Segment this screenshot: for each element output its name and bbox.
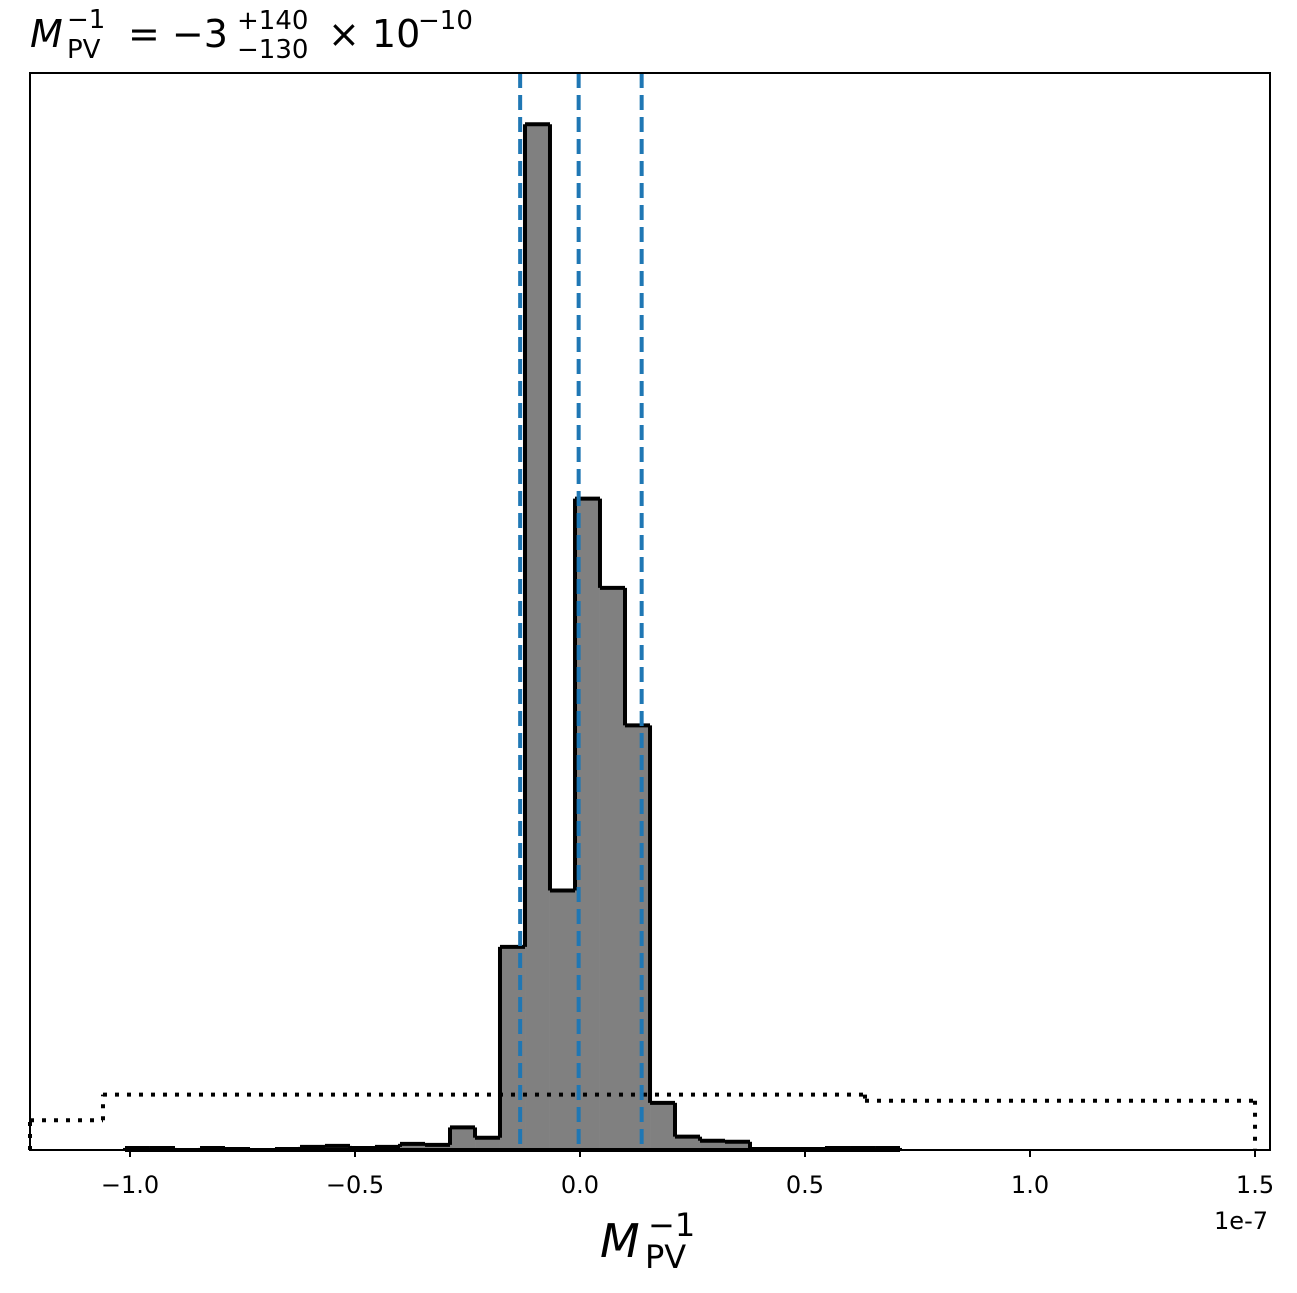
bar [724, 1141, 751, 1150]
title-lower: −130 [237, 35, 308, 65]
bar [700, 1140, 725, 1150]
title-upper: +140 [237, 6, 308, 36]
x-label-sub: PV [645, 1238, 686, 1276]
bar [425, 1144, 450, 1150]
bar [549, 890, 576, 1150]
x-tick-label: 1.5 [1236, 1171, 1274, 1199]
x-tick-label: 1.0 [1011, 1171, 1049, 1199]
bar [599, 587, 626, 1150]
x-label-symbol: M [600, 1214, 640, 1268]
title-symbol: M [30, 12, 63, 56]
bar [674, 1136, 701, 1150]
x-tick-label: −0.5 [326, 1171, 384, 1199]
title-times: × 10 [328, 12, 420, 56]
x-offset: 1e-7 [1214, 1207, 1268, 1235]
title-value: = −3 [128, 12, 228, 56]
bar [399, 1143, 426, 1150]
bar [650, 1102, 675, 1150]
x-tick-label: 0.0 [561, 1171, 599, 1199]
bar [324, 1145, 351, 1150]
title-exponent: −10 [418, 6, 473, 36]
x-label: M −1 PV [600, 1206, 695, 1276]
bar [475, 1137, 500, 1150]
plot-frame [29, 72, 1271, 1151]
bar [525, 124, 550, 1150]
bar [625, 725, 651, 1150]
x-tick-label: 0.5 [786, 1171, 824, 1199]
x-label-sup: −1 [648, 1206, 695, 1244]
x-tick-label: −1.0 [101, 1171, 159, 1199]
title: M −1 PV = −3 +140 −130 × 10 −10 [30, 5, 473, 65]
title-sup: −1 [67, 5, 105, 35]
title-sub: PV [67, 35, 101, 65]
bar [449, 1127, 476, 1150]
